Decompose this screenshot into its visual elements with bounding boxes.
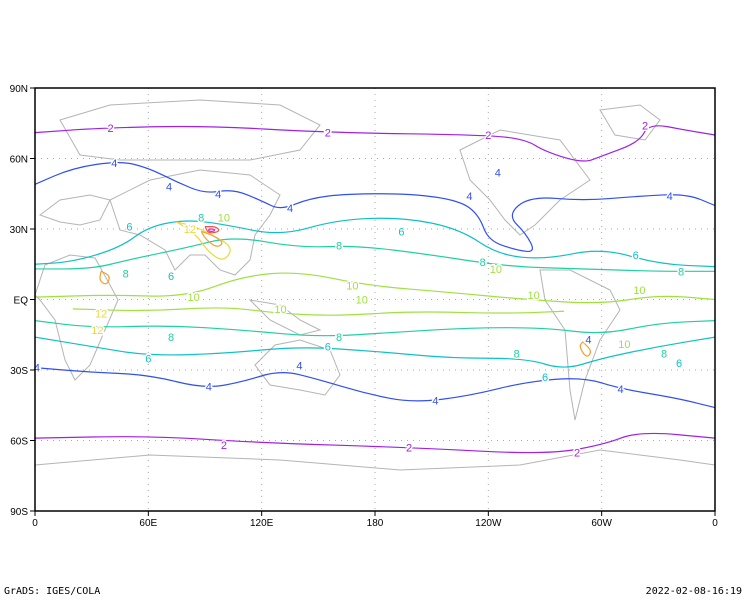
contour-label: 8	[480, 257, 486, 269]
contour-label: 2	[406, 443, 412, 455]
contour-label: 12	[95, 309, 107, 321]
contour-line-16	[204, 226, 220, 234]
contour-label: 8	[678, 266, 684, 278]
contour-label: 6	[542, 372, 548, 384]
contour-line-18	[208, 228, 216, 232]
contour-line-10	[72, 307, 564, 316]
contour-line-10	[34, 272, 716, 304]
contour-label: 4	[432, 396, 438, 408]
contour-label: 8	[336, 332, 342, 344]
contour-label: 6	[676, 358, 682, 370]
contour-label: 4	[215, 189, 221, 201]
lat-tick-label: 30S	[10, 366, 28, 377]
contour-label: 2	[642, 121, 648, 133]
contour-line-8	[34, 238, 715, 272]
contour-label: 4	[495, 168, 501, 180]
lon-tick-label: 60W	[591, 518, 612, 529]
contour-line-14	[99, 270, 110, 285]
lon-tick-label: 120W	[475, 518, 502, 529]
contour-label: 6	[145, 353, 151, 365]
contour-label: 10	[618, 339, 630, 351]
lat-tick-label: EQ	[14, 296, 29, 307]
contour-label: 2	[325, 128, 331, 140]
contour-label: 6	[168, 271, 174, 283]
lon-tick-label: 0	[712, 518, 718, 529]
contour-line-6	[34, 336, 716, 368]
axis-ticks: 0 60E 120E 180 120W 60W 0 90N 60N 30N EQ 30S 60S 90S	[10, 84, 719, 529]
lat-tick-label: 60N	[10, 155, 28, 166]
contour-label: 6	[126, 222, 132, 234]
contour-label: 8	[198, 212, 204, 224]
lat-tick-label: 90N	[10, 84, 28, 95]
contour-line-4	[34, 162, 716, 253]
contour-line-12	[176, 221, 231, 260]
contour-label: 6	[633, 250, 639, 262]
contour-label: 10	[274, 304, 286, 316]
contour-label: 2	[107, 123, 113, 135]
lat-tick-label: 30N	[10, 225, 28, 236]
contour-label: 12	[91, 325, 103, 337]
contour-label: 10	[346, 280, 358, 292]
contour-line-14	[200, 230, 223, 247]
contour-label: 8	[123, 269, 129, 281]
contour-label: 2	[574, 447, 580, 459]
contour-label: 8	[336, 240, 342, 252]
contour-line-2	[34, 125, 716, 162]
contour-label: 4	[166, 182, 172, 194]
lon-tick-label: 60E	[139, 518, 157, 529]
contour-line-6	[34, 217, 716, 268]
contour-label: 2	[221, 440, 227, 452]
contour-label: 4	[296, 360, 302, 372]
contour-label: 8	[168, 332, 174, 344]
contour-label: 4	[287, 203, 293, 215]
footer-credit: GrADS: IGES/COLA	[4, 586, 101, 597]
contour-label: 10	[218, 212, 230, 224]
lat-tick-label: 60S	[10, 437, 28, 448]
contour-label: 12	[184, 224, 196, 236]
contour-label: 10	[490, 264, 502, 276]
lat-tick-label: 90S	[10, 507, 28, 518]
contour-line-2	[34, 432, 716, 454]
contour-label: 4	[111, 158, 117, 170]
lon-tick-label: 180	[367, 518, 384, 529]
contour-label: 4	[667, 191, 673, 203]
contour-label: 6	[325, 342, 331, 354]
contour-label: 4	[206, 381, 212, 393]
contour-line-4	[34, 367, 716, 409]
contour-label: 2	[485, 130, 491, 142]
contour-label: 10	[188, 292, 200, 304]
lon-tick-label: 120E	[250, 518, 274, 529]
contour-label: 10	[356, 295, 368, 307]
coastlines	[34, 99, 716, 471]
contour-line-14	[579, 341, 592, 357]
contour-label: 10	[528, 290, 540, 302]
contour-lines	[34, 125, 716, 454]
contour-label: 8	[514, 349, 520, 361]
contour-label: 8	[661, 349, 667, 361]
contour-label: 4	[585, 334, 591, 346]
contour-label: 4	[34, 363, 40, 375]
contour-label: 6	[398, 226, 404, 238]
contour-label: 10	[633, 285, 645, 297]
contour-label: 4	[617, 384, 623, 396]
footer-timestamp: 2022-02-08-16:19	[645, 586, 742, 597]
lon-tick-label: 0	[32, 518, 38, 529]
contour-line-8	[34, 320, 716, 337]
contour-label: 4	[466, 191, 472, 203]
